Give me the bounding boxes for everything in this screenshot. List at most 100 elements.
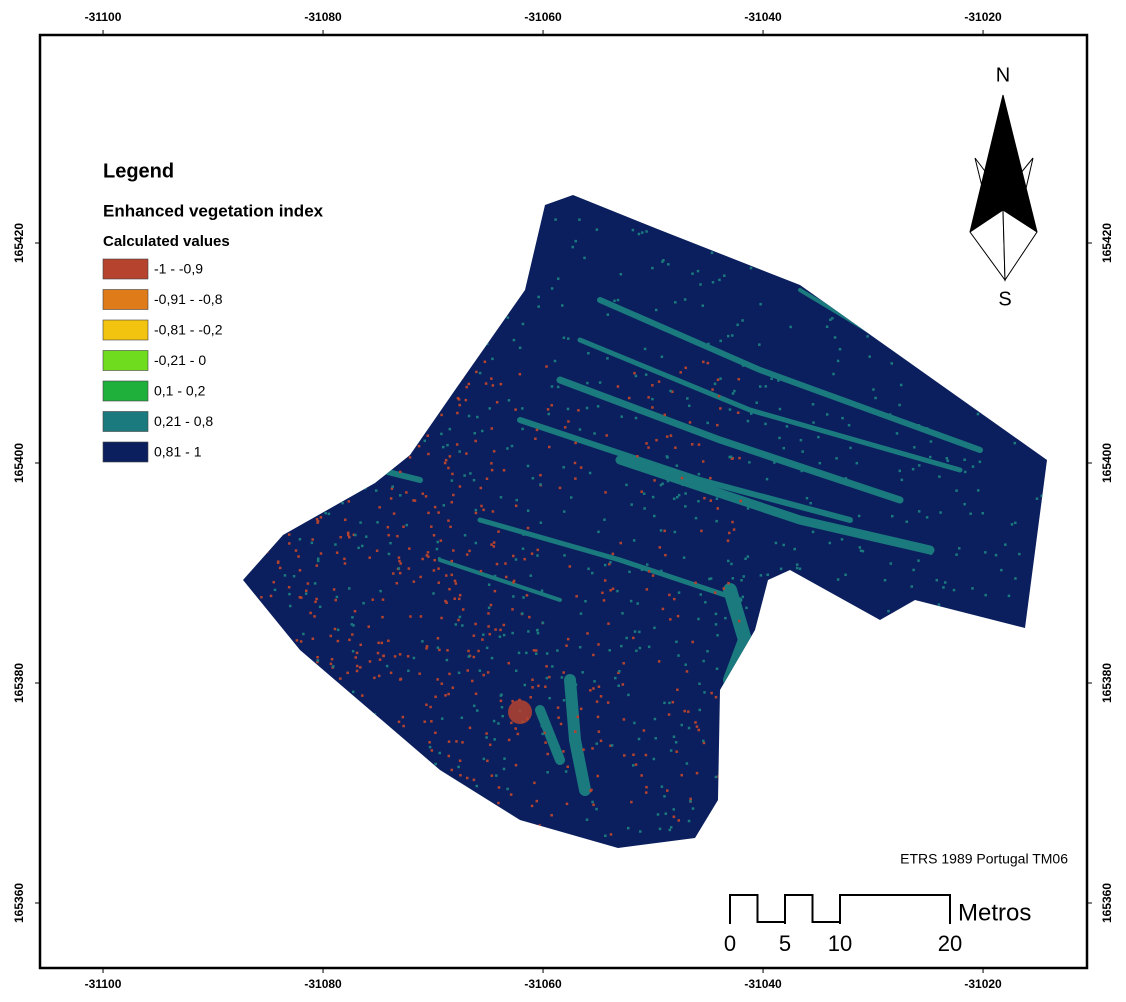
- raster-cell: [645, 588, 649, 591]
- raster-cell: [707, 587, 711, 591]
- raster-cell: [424, 495, 428, 498]
- raster-cell: [450, 559, 454, 563]
- scale-label: 10: [828, 931, 852, 956]
- raster-cell: [643, 507, 646, 510]
- y-tick-label: 165400: [12, 443, 26, 483]
- raster-cell: [687, 819, 691, 823]
- raster-cell: [526, 509, 530, 512]
- raster-cell: [623, 754, 626, 757]
- raster-cell: [475, 370, 478, 374]
- raster-cell: [302, 632, 305, 636]
- raster-cell: [917, 424, 921, 427]
- raster-cell: [436, 637, 440, 640]
- raster-cell: [726, 539, 730, 542]
- raster-cell: [482, 633, 485, 636]
- raster-cell: [634, 374, 638, 378]
- raster-cell: [677, 493, 681, 497]
- raster-cell: [895, 432, 899, 435]
- legend-label: 0,1 - 0,2: [154, 383, 206, 399]
- raster-cell: [311, 637, 315, 641]
- raster-cell: [440, 616, 443, 620]
- raster-cell: [942, 586, 945, 589]
- raster-cell: [714, 695, 718, 699]
- raster-cell: [339, 535, 342, 539]
- legend-title: Legend: [103, 160, 174, 182]
- raster-cell: [436, 678, 439, 681]
- raster-cell: [375, 549, 379, 553]
- raster-cell: [429, 705, 432, 709]
- raster-cell: [491, 384, 495, 387]
- raster-cell: [939, 511, 942, 514]
- raster-cell: [578, 645, 582, 649]
- raster-cell: [332, 588, 336, 591]
- raster-cell: [512, 338, 516, 342]
- raster-cell: [545, 652, 549, 655]
- raster-cell: [463, 534, 467, 537]
- raster-cell: [680, 723, 683, 727]
- raster-cell: [547, 445, 551, 449]
- raster-cell: [534, 437, 537, 441]
- raster-cell: [638, 630, 641, 634]
- raster-cell: [625, 483, 628, 487]
- raster-cell: [467, 649, 470, 653]
- raster-cell: [672, 815, 676, 819]
- raster-cell: [497, 530, 500, 533]
- raster-cell: [464, 398, 468, 402]
- raster-cell: [343, 562, 347, 565]
- raster-cell: [521, 407, 524, 410]
- raster-cell: [478, 669, 482, 672]
- raster-cell: [963, 458, 966, 462]
- raster-cell: [486, 759, 489, 763]
- raster-cell: [387, 533, 390, 537]
- raster-cell: [550, 385, 554, 388]
- raster-cell: [536, 631, 540, 635]
- raster-cell: [929, 552, 933, 555]
- raster-cell: [746, 555, 750, 558]
- raster-cell: [702, 659, 705, 663]
- raster-cell: [773, 461, 776, 464]
- raster-cell: [631, 764, 635, 767]
- raster-cell: [351, 690, 355, 694]
- raster-cell: [659, 483, 663, 487]
- raster-cell: [487, 625, 490, 628]
- raster-cell: [717, 394, 721, 398]
- raster-cell: [645, 785, 648, 789]
- raster-cell: [563, 554, 566, 557]
- raster-cell: [672, 808, 675, 811]
- raster-cell: [575, 595, 578, 598]
- raster-cell: [620, 415, 623, 418]
- raster-cell: [611, 587, 615, 591]
- raster-cell: [872, 388, 875, 391]
- raster-cell: [298, 596, 302, 599]
- raster-cell: [450, 500, 454, 504]
- raster-cell: [629, 599, 633, 603]
- raster-cell: [547, 412, 551, 416]
- raster-cell: [1014, 521, 1017, 525]
- raster-cell: [764, 455, 767, 459]
- raster-cell: [609, 589, 612, 592]
- raster-cell: [306, 582, 310, 585]
- raster-cell: [657, 380, 661, 383]
- raster-cell: [412, 580, 416, 583]
- scale-label: 0: [724, 931, 736, 956]
- raster-cell: [633, 721, 636, 725]
- raster-cell: [595, 228, 599, 231]
- raster-cell: [812, 421, 815, 424]
- raster-cell: [452, 493, 455, 497]
- raster-cell: [625, 636, 628, 640]
- raster-cell: [841, 416, 844, 420]
- raster-cell: [425, 703, 428, 707]
- raster-cell: [473, 431, 476, 435]
- raster-cell: [562, 466, 565, 469]
- raster-cell: [688, 404, 691, 408]
- raster-cell: [606, 357, 609, 360]
- raster-cell: [728, 455, 731, 459]
- raster-cell: [389, 671, 393, 675]
- raster-cell: [1014, 577, 1017, 580]
- raster-cell: [539, 521, 543, 524]
- raster-cell: [622, 662, 625, 665]
- raster-cell: [485, 646, 489, 650]
- raster-cell: [427, 452, 430, 456]
- raster-cell: [514, 558, 518, 561]
- raster-cell: [551, 665, 554, 668]
